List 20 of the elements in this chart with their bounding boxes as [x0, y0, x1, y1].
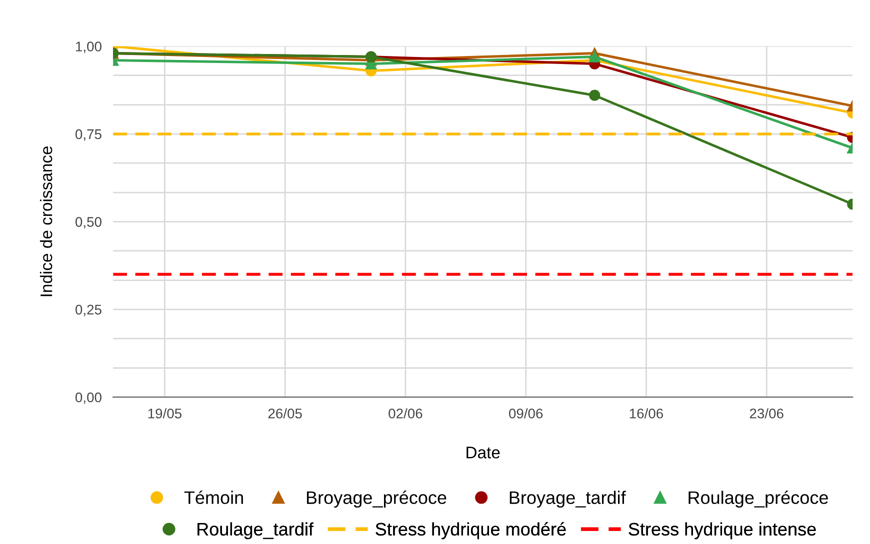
y-tick-label: 0,50	[76, 217, 102, 228]
legend-label: Roulage_tardif	[198, 522, 314, 540]
y-tick-label: 0,25	[76, 304, 102, 316]
x-tick-label: 02/06	[388, 408, 422, 418]
legend-label: Stress hydrique intense	[628, 522, 816, 540]
legend-label: Broyage_tardif	[510, 490, 626, 508]
y-tick-label: 0,75	[76, 129, 102, 141]
legend-label: Roulage_précoce	[688, 490, 828, 508]
y-tick-label: 1,00	[76, 42, 102, 54]
y-axis-title: Indice de croissance	[40, 146, 52, 296]
y-tick-label: 0,00	[76, 392, 102, 404]
x-tick-label: 26/05	[268, 408, 302, 418]
x-tick-label: 16/06	[630, 408, 663, 418]
legend-label: Broyage_précoce	[306, 490, 446, 508]
legend-label: Stress hydrique modéré	[376, 522, 566, 540]
x-axis-title: Date	[466, 446, 500, 458]
x-tick-label: 19/05	[148, 408, 182, 418]
x-tick-label: 23/06	[750, 408, 784, 418]
x-tick-label: 09/06	[509, 408, 543, 418]
legend-label: Témoin	[184, 490, 243, 504]
